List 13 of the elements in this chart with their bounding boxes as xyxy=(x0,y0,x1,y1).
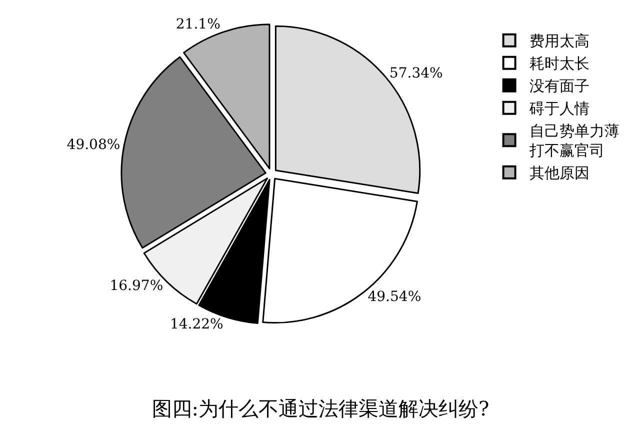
legend-label: 其他原因 xyxy=(529,164,590,182)
legend-label: 耗时太长 xyxy=(529,54,590,73)
data-label: 14.22% xyxy=(170,316,224,333)
data-label: 49.08% xyxy=(66,136,120,153)
legend-label: 没有面子 xyxy=(529,77,590,96)
legend-label: 自己势单力薄打不赢官司 xyxy=(528,122,620,160)
legend-label: 费用太高 xyxy=(529,32,590,50)
legend-label: 碍于人情 xyxy=(528,100,590,118)
data-label: 57.34% xyxy=(389,65,443,82)
data-label: 16.97% xyxy=(110,278,164,294)
data-label: 21.1% xyxy=(176,16,220,32)
data-label: 49.54% xyxy=(368,289,422,306)
text: 图四:为什么不通过法律渠道解决纠纷? xyxy=(152,396,490,421)
